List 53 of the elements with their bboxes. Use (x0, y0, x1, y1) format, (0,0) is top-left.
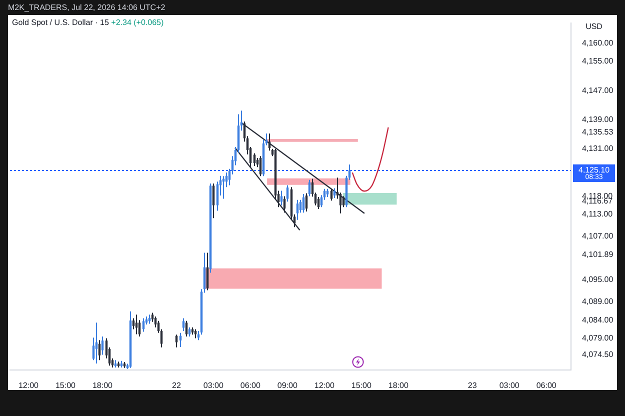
y-tick-label: 4,135.53 (582, 128, 614, 137)
y-axis-title: USD (586, 22, 603, 32)
candlestick (280, 190, 283, 206)
y-tick-label: 4,155.00 (582, 56, 614, 66)
y-tick-label: 4,101.89 (582, 250, 614, 260)
candlestick (305, 192, 308, 212)
y-tick-label: 4,113.00 (582, 210, 614, 219)
candlestick (95, 322, 98, 364)
x-tick-label: 18:00 (92, 381, 114, 390)
x-tick-label: 03:00 (499, 381, 520, 390)
x-tick-label: 06:00 (536, 381, 557, 390)
candlestick (175, 334, 178, 348)
candlestick (188, 326, 191, 337)
line-series (352, 126, 389, 192)
candlestick (253, 152, 256, 166)
chart-title: Gold Spot / U.S. Dollar · 15 (12, 18, 109, 27)
candlestick (182, 318, 185, 332)
x-tick-label: 22 (172, 381, 182, 390)
candlestick (101, 336, 104, 356)
y-tick-label: 4,131.00 (582, 144, 614, 154)
x-tick-label: 15:00 (351, 381, 372, 390)
y-tick-label: 4,079.00 (582, 334, 614, 343)
x-tick-label: 15:00 (55, 381, 76, 390)
y-tick-label: 4,074.50 (582, 350, 614, 359)
x-tick-label: 18:00 (388, 381, 409, 390)
candlestick (222, 176, 225, 200)
y-tick-label: 4,095.00 (582, 275, 614, 284)
candlestick (142, 318, 145, 332)
x-tick-label: 12:00 (18, 381, 40, 390)
x-tick-label: 09:00 (277, 381, 298, 390)
x-tick-label: 03:00 (203, 381, 224, 390)
candlestick (330, 188, 333, 202)
y-tick-label: 4,139.00 (582, 114, 614, 124)
y-tick-label: 4,084.00 (582, 315, 614, 324)
candlestick (194, 328, 197, 339)
ref-line-label: 4,125.10 (578, 166, 610, 175)
candlestick (259, 156, 262, 177)
y-tick-label: 4,160.00 (582, 38, 614, 48)
annotation: +2.34 (+0.065) (111, 18, 164, 27)
x-tick-label: 23 (468, 381, 478, 390)
y-tick-label: 4,107.00 (582, 231, 614, 240)
candlestick (268, 133, 271, 152)
x-tick-label: 06:00 (240, 381, 261, 390)
candlestick (185, 320, 188, 337)
y-tick-label: 4,147.00 (582, 86, 614, 95)
candlestick (296, 199, 299, 220)
candlestick (212, 182, 215, 219)
y-tick-label: 4,118.00 (582, 191, 614, 200)
x-tick-label: 12:00 (314, 381, 335, 390)
y-tick-label: 4,089.00 (582, 297, 614, 306)
candlestick (286, 184, 289, 202)
text: M2K_TRADERS, Jul 22, 2026 14:06 UTC+2 (8, 2, 166, 13)
candlestick (342, 196, 345, 208)
